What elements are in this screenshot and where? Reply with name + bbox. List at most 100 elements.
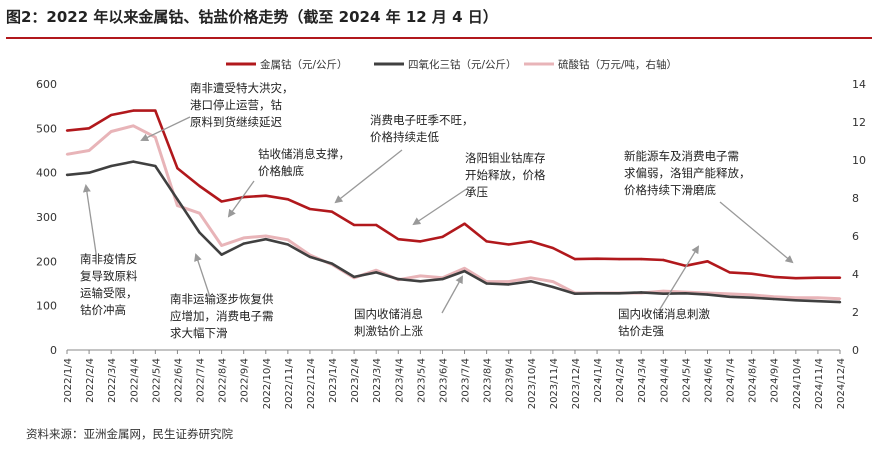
annotation-arrow <box>334 149 403 204</box>
x-tick-label: 2023/7/4 <box>461 358 472 403</box>
data-point <box>794 299 798 302</box>
data-point <box>220 244 223 247</box>
data-point <box>176 167 179 170</box>
data-point <box>109 113 113 117</box>
data-point <box>352 275 356 279</box>
annotation-line: 国内收储消息刺激 <box>618 307 710 321</box>
data-point <box>441 277 444 281</box>
annotation-arrow <box>719 201 794 264</box>
data-point <box>198 231 201 234</box>
data-point <box>65 173 69 177</box>
data-point <box>640 257 643 261</box>
data-point <box>706 260 709 263</box>
data-point <box>529 240 532 243</box>
x-tick-label: 2023/12/4 <box>571 358 582 409</box>
data-point <box>463 269 466 273</box>
annotation-line: 应增加，消费电子需 <box>170 309 274 323</box>
data-point <box>198 184 201 188</box>
x-tick-label: 2024/3/4 <box>637 358 648 403</box>
data-point <box>441 235 444 239</box>
data-point <box>485 240 488 243</box>
annotation-line: 原料到货继续延迟 <box>190 115 282 129</box>
data-point <box>397 237 400 241</box>
annotation-arrow <box>194 253 211 298</box>
annotation-line: 港口停止运营，钴 <box>190 98 282 112</box>
data-point <box>132 109 135 112</box>
data-point <box>154 109 157 112</box>
y-tick-label: 100 <box>36 300 57 313</box>
x-tick-label: 2022/8/4 <box>218 358 229 403</box>
data-point <box>662 292 665 295</box>
data-point <box>330 210 334 213</box>
y2-tick-label: 0 <box>852 344 859 357</box>
data-point <box>772 297 775 301</box>
y-tick-label: 200 <box>36 255 57 268</box>
annotation-line: 求偏弱，洛钼产能释放， <box>624 166 751 180</box>
data-point <box>662 289 665 293</box>
data-point <box>750 272 753 275</box>
annotation-arrow <box>227 180 255 218</box>
data-point <box>132 160 135 163</box>
annotation-line: 承压 <box>465 185 488 199</box>
data-point <box>838 300 842 304</box>
data-point <box>330 262 334 265</box>
y2-tick-label: 10 <box>852 154 866 167</box>
x-tick-label: 2023/5/4 <box>416 358 427 403</box>
legend-label: 金属钴（元/公斤） <box>260 58 348 71</box>
data-point <box>65 129 69 132</box>
data-point <box>132 124 135 128</box>
annotation-line: 开始释放，价格 <box>465 168 546 182</box>
data-point <box>595 257 599 260</box>
x-tick-label: 2023/3/4 <box>372 358 383 403</box>
data-point <box>728 295 731 298</box>
data-point <box>640 291 643 294</box>
data-point <box>109 130 113 133</box>
data-point <box>463 222 466 225</box>
y2-tick-label: 4 <box>852 268 859 281</box>
y2-tick-label: 8 <box>852 192 859 205</box>
data-point <box>286 198 290 201</box>
annotation-line: 洛阳钼业钴库存 <box>465 151 546 165</box>
data-point <box>794 296 798 299</box>
data-point <box>419 274 422 278</box>
data-point <box>529 276 532 279</box>
x-tick-label: 2023/2/4 <box>350 358 361 403</box>
data-point <box>286 243 290 246</box>
annotation-line: 钴收储消息支撑， <box>258 147 350 161</box>
x-tick-label: 2022/2/4 <box>85 358 96 403</box>
data-point <box>463 267 466 270</box>
data-point <box>750 296 753 299</box>
x-tick-label: 2022/7/4 <box>196 358 207 403</box>
data-point <box>419 240 422 243</box>
data-point <box>507 243 510 246</box>
data-point <box>816 276 820 279</box>
data-point <box>109 164 113 168</box>
x-tick-label: 2024/10/4 <box>792 358 803 409</box>
data-point <box>750 293 753 297</box>
annotation-line: 运输受限， <box>80 286 138 300</box>
series-line-2 <box>66 160 841 304</box>
legend: 金属钴（元/公斤） 四氧化三钴（元/公斤） 硫酸钴（万元/吨，右轴） <box>226 58 677 71</box>
axes: 0 100 200 300 400 500 600 0 2 4 6 8 10 12 14 2022/1/4 20… <box>36 78 866 409</box>
data-point <box>198 212 201 215</box>
data-point <box>551 280 555 283</box>
data-point <box>352 223 356 227</box>
y-tick-label: 600 <box>36 78 57 91</box>
data-point <box>154 164 157 168</box>
data-point <box>507 280 510 283</box>
annotation-2: 消费电子旺季不旺， 价格持续走低 <box>334 113 474 204</box>
x-tick-label: 2022/9/4 <box>240 358 251 403</box>
series-line-3 <box>66 124 841 301</box>
data-point <box>794 276 798 280</box>
annotation-line: 刺激钴价上涨 <box>354 324 423 338</box>
series-line-1 <box>66 109 840 280</box>
data-point <box>838 297 842 300</box>
data-point <box>617 292 621 295</box>
data-point <box>838 276 842 279</box>
annotation-line: 复导致原料 <box>80 269 138 283</box>
data-point <box>308 207 312 211</box>
data-point <box>176 198 179 201</box>
